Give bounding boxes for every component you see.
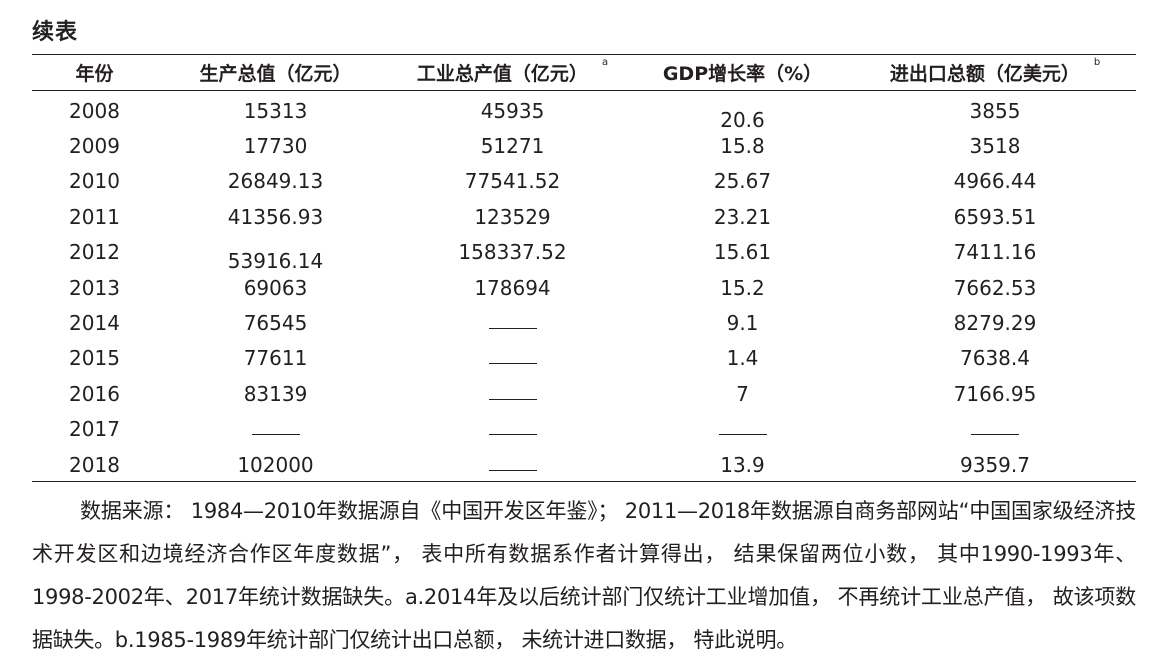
gdp-cell: 17730 [243, 134, 308, 159]
industrial-output-cell [394, 447, 631, 482]
year-cell: 2018 [69, 452, 120, 477]
trade-total-cell: 9359.7 [960, 452, 1030, 477]
trade-total-cell: 7662.53 [953, 275, 1037, 300]
trade-total-cell: 6593.51 [953, 204, 1037, 229]
table-row: 2017 [32, 412, 1136, 447]
gdp-cell: 15313 [243, 98, 308, 123]
gdp-growth-cell: 15.8 [720, 134, 765, 159]
industrial-output-cell: 178694 [474, 275, 551, 300]
trade-total-cell: 8279.29 [953, 311, 1037, 336]
gdp-growth-cell: 20.6 [720, 107, 765, 132]
table-header-row: 年份 生产总值（亿元） 工业总产值（亿元）a GDP增长率（%） 进出口总额（亿… [32, 55, 1136, 90]
year-cell: 2008 [69, 98, 120, 123]
gdp-growth-cell [631, 412, 854, 447]
data-source-note: 数据来源： 1984—2010年数据源自《中国开发区年鉴》； 2011—2018… [32, 499, 1136, 652]
table-header-rule [32, 90, 1136, 91]
gdp-growth-cell: 13.9 [720, 452, 765, 477]
table-top-rule [32, 54, 1136, 55]
gdp-cell [157, 412, 394, 447]
table-row: 2011 41356.93 123529 23.21 6593.51 [32, 199, 1136, 234]
industrial-output-cell [394, 412, 631, 447]
gdp-cell: 83139 [243, 381, 308, 406]
year-cell: 2017 [69, 417, 120, 442]
footnote-marker-b: b [1093, 57, 1101, 68]
table-row: 2009 17730 51271 15.8 3518 [32, 128, 1136, 163]
table-row: 2016 83139 7 7166.95 [32, 376, 1136, 411]
footnote-marker-a: a [601, 57, 609, 68]
gdp-growth-cell: 9.1 [726, 311, 759, 336]
table-row: 2012 53916.14 158337.52 15.61 7411.16 [32, 235, 1136, 274]
table-row: 2014 76545 9.1 8279.29 [32, 305, 1136, 340]
industrial-output-cell [394, 376, 631, 411]
trade-total-cell: 7638.4 [960, 346, 1030, 371]
gdp-growth-cell: 25.67 [713, 169, 772, 194]
year-cell: 2013 [69, 275, 120, 300]
trade-total-cell [854, 412, 1136, 447]
gdp-cell: 53916.14 [227, 249, 324, 274]
industrial-output-cell: 45935 [480, 98, 545, 123]
table-row: 2008 15313 45935 20.6 3855 [32, 90, 1136, 132]
column-header-trade-total: 进出口总额（亿美元）b [889, 57, 1101, 85]
trade-total-cell: 7411.16 [953, 240, 1037, 265]
gdp-growth-cell: 15.2 [720, 275, 765, 300]
industrial-output-cell: 158337.52 [458, 240, 567, 265]
year-cell: 2010 [69, 169, 120, 194]
industrial-output-cell: 123529 [474, 204, 551, 229]
trade-total-cell: 7166.95 [953, 381, 1037, 406]
column-header-industrial-output: 工业总产值（亿元）a [416, 57, 609, 85]
industrial-output-cell [394, 305, 631, 340]
industrial-output-cell: 77541.52 [464, 169, 561, 194]
gdp-growth-cell: 23.21 [713, 204, 772, 229]
statistics-table: 年份 生产总值（亿元） 工业总产值（亿元）a GDP增长率（%） 进出口总额（亿… [32, 55, 1136, 482]
year-cell: 2014 [69, 311, 120, 336]
year-cell: 2015 [69, 346, 120, 371]
trade-total-cell: 4966.44 [953, 169, 1037, 194]
table-row: 2013 69063 178694 15.2 7662.53 [32, 270, 1136, 305]
column-header-gdp: 生产总值（亿元） [199, 63, 352, 85]
column-header-gdp-growth: GDP增长率（%） [662, 63, 823, 85]
table-row: 2015 77611 1.4 7638.4 [32, 341, 1136, 376]
table-row: 2018 102000 13.9 9359.7 [32, 447, 1136, 482]
table-body: 2008 15313 45935 20.6 3855 2009 17730 51271 15.8… [32, 90, 1136, 482]
table-bottom-rule [32, 481, 1136, 482]
gdp-cell: 76545 [243, 311, 308, 336]
gdp-cell: 69063 [243, 275, 308, 300]
gdp-growth-cell: 7 [736, 381, 749, 406]
gdp-cell: 26849.13 [227, 169, 324, 194]
gdp-cell: 41356.93 [227, 204, 324, 229]
table-title: 续表 [32, 20, 79, 45]
gdp-growth-cell: 1.4 [726, 346, 759, 371]
gdp-cell: 102000 [237, 452, 314, 477]
industrial-output-cell [394, 341, 631, 376]
year-cell: 2009 [69, 134, 120, 159]
trade-total-cell: 3518 [969, 134, 1021, 159]
industrial-output-cell: 51271 [480, 134, 545, 159]
gdp-cell: 77611 [243, 346, 308, 371]
year-cell: 2016 [69, 381, 120, 406]
table-row: 2010 26849.13 77541.52 25.67 4966.44 [32, 164, 1136, 199]
column-header-year: 年份 [75, 63, 114, 85]
trade-total-cell: 3855 [969, 98, 1021, 123]
year-cell: 2011 [69, 204, 120, 229]
gdp-growth-cell: 15.61 [713, 240, 772, 265]
year-cell: 2012 [69, 240, 120, 265]
